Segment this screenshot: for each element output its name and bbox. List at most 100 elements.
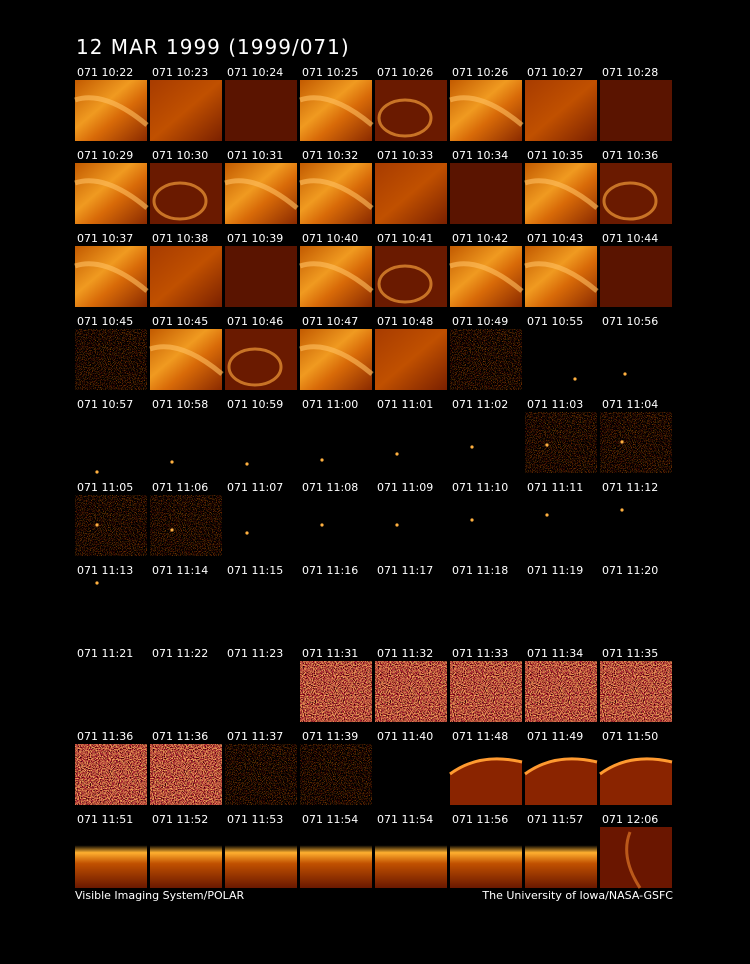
star — [245, 531, 249, 535]
frame — [320, 523, 324, 527]
frame-image — [150, 495, 222, 556]
frame — [599, 744, 673, 805]
star — [623, 372, 627, 376]
frame — [450, 661, 522, 722]
star — [395, 452, 399, 456]
frame-label: 071 11:34 — [527, 647, 583, 660]
frame-label: 071 10:45 — [152, 315, 208, 328]
frame-label: 071 11:37 — [227, 730, 283, 743]
frame-image — [525, 827, 597, 888]
frame-label: 071 10:58 — [152, 398, 208, 411]
frame — [525, 412, 597, 473]
frame-label: 071 11:05 — [77, 481, 133, 494]
frame — [74, 163, 149, 224]
frame-image — [75, 744, 147, 805]
frame — [225, 329, 297, 390]
frame-label: 071 10:42 — [452, 232, 508, 245]
frame-label: 071 11:07 — [227, 481, 283, 494]
frame-image — [225, 744, 297, 805]
frame — [225, 246, 297, 307]
aurora-band — [74, 178, 149, 210]
star — [620, 440, 624, 444]
frame-image — [300, 163, 372, 224]
frame — [299, 163, 374, 224]
frame — [600, 163, 672, 224]
frame-label: 071 10:32 — [302, 149, 358, 162]
frame — [375, 246, 447, 307]
frame — [395, 452, 399, 456]
frame — [375, 827, 447, 888]
frame-label: 071 10:29 — [77, 149, 133, 162]
frame-label: 071 10:26 — [377, 66, 433, 79]
frame-label: 071 11:12 — [602, 481, 658, 494]
star — [545, 443, 549, 447]
star — [95, 470, 99, 474]
frame-label: 071 11:39 — [302, 730, 358, 743]
auroral-oval — [602, 181, 658, 221]
star — [395, 523, 399, 527]
frame — [450, 329, 522, 390]
frame — [470, 518, 474, 522]
frame — [150, 827, 222, 888]
frame-label: 071 10:23 — [152, 66, 208, 79]
frame — [150, 246, 222, 307]
auroral-oval — [377, 264, 433, 304]
frame-label: 071 10:47 — [302, 315, 358, 328]
frame — [224, 163, 299, 224]
aurora-band — [224, 178, 299, 210]
frame-label: 071 11:18 — [452, 564, 508, 577]
aurora-band — [74, 95, 149, 127]
limb-edge — [599, 757, 673, 776]
frame — [170, 460, 174, 464]
frame-image — [300, 827, 372, 888]
frame-image — [525, 163, 597, 224]
star — [170, 528, 174, 532]
frame-label: 071 11:35 — [602, 647, 658, 660]
frame-label: 071 11:32 — [377, 647, 433, 660]
frame — [225, 744, 297, 805]
frame-label: 071 11:31 — [302, 647, 358, 660]
frame-label: 071 10:49 — [452, 315, 508, 328]
star — [545, 513, 549, 517]
frame-image — [450, 246, 522, 307]
frame — [150, 80, 222, 141]
frame-image — [225, 827, 297, 888]
auroral-oval — [152, 181, 208, 221]
frame-image — [75, 80, 147, 141]
frame-image — [150, 827, 222, 888]
frame-image — [225, 163, 297, 224]
aurora-band — [299, 178, 374, 210]
frame — [375, 329, 447, 390]
frame-label: 071 11:06 — [152, 481, 208, 494]
frame — [74, 246, 149, 307]
frame-label: 071 11:52 — [152, 813, 208, 826]
frame-image — [450, 827, 522, 888]
frame — [150, 744, 222, 805]
frame-image — [525, 246, 597, 307]
frame-label: 071 11:11 — [527, 481, 583, 494]
aurora-band — [299, 261, 374, 293]
frame — [450, 163, 522, 224]
frame — [620, 508, 624, 512]
frame-image — [600, 246, 672, 307]
frame-label: 071 10:36 — [602, 149, 658, 162]
frame-label: 071 11:01 — [377, 398, 433, 411]
frame-label: 071 11:19 — [527, 564, 583, 577]
frame — [395, 523, 399, 527]
aurora-band — [449, 95, 524, 127]
frame-label: 071 11:04 — [602, 398, 658, 411]
star — [95, 523, 99, 527]
frame-image — [75, 329, 147, 390]
frame — [299, 80, 374, 141]
frame-image — [150, 80, 222, 141]
frame-image — [375, 163, 447, 224]
frame — [75, 827, 147, 888]
frame-label: 071 10:25 — [302, 66, 358, 79]
frame — [600, 827, 672, 889]
frame-image — [600, 827, 672, 888]
frame-label: 071 11:22 — [152, 647, 208, 660]
frame-label: 071 11:23 — [227, 647, 283, 660]
star — [470, 445, 474, 449]
frame-image — [525, 80, 597, 141]
frame — [299, 246, 374, 307]
